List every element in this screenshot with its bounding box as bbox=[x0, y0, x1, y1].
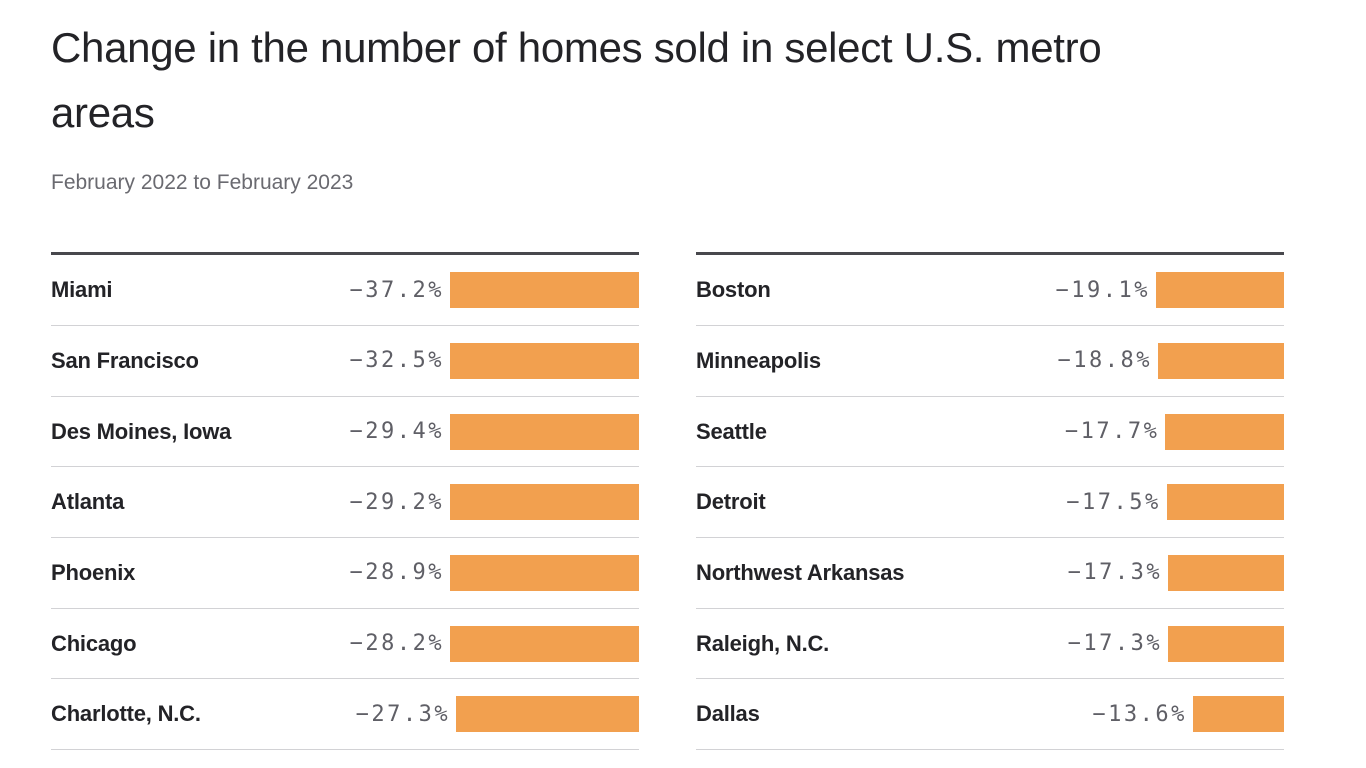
table-row: Boston −19.1% bbox=[696, 255, 1284, 327]
city-label: San Francisco bbox=[51, 347, 199, 373]
value-and-bar: −17.5% bbox=[1066, 484, 1284, 521]
bar bbox=[1156, 272, 1284, 309]
table-row: Seattle −17.7% bbox=[696, 397, 1284, 468]
city-label: Boston bbox=[696, 277, 771, 303]
city-label: Atlanta bbox=[51, 489, 125, 515]
city-label: Charlotte, N.C. bbox=[51, 701, 201, 727]
chart-title: Change in the number of homes sold in se… bbox=[51, 24, 1102, 136]
city-label: Seattle bbox=[696, 418, 767, 444]
value-label: −17.3% bbox=[1067, 631, 1163, 657]
value-and-bar: −37.2% bbox=[349, 272, 639, 309]
bar bbox=[1158, 342, 1284, 379]
table-row: Detroit −17.5% bbox=[696, 467, 1284, 539]
bar bbox=[1165, 413, 1284, 450]
value-label: −28.9% bbox=[349, 560, 444, 586]
value-label: −17.5% bbox=[1066, 489, 1161, 515]
value-and-bar: −17.3% bbox=[1067, 554, 1284, 591]
value-and-bar: −17.7% bbox=[1064, 413, 1284, 450]
value-and-bar: −29.4% bbox=[349, 413, 639, 450]
bar bbox=[1168, 554, 1284, 591]
value-and-bar: −18.8% bbox=[1057, 342, 1284, 379]
table-row: Raleigh, N.C. −17.3% bbox=[696, 609, 1284, 680]
city-label: Miami bbox=[51, 277, 113, 303]
value-label: −19.1% bbox=[1055, 277, 1150, 303]
value-label: −13.6% bbox=[1092, 701, 1187, 727]
city-label: Raleigh, N.C. bbox=[696, 630, 830, 656]
table-row: Northwest Arkansas −17.3% bbox=[696, 538, 1284, 609]
value-label: −32.5% bbox=[349, 348, 444, 374]
value-label: −17.3% bbox=[1067, 560, 1163, 586]
bar bbox=[1168, 625, 1284, 662]
bar bbox=[1166, 484, 1284, 521]
value-label: −18.8% bbox=[1057, 348, 1152, 374]
value-label: −17.7% bbox=[1064, 419, 1160, 445]
table-row: Minneapolis −18.8% bbox=[696, 326, 1284, 397]
city-label: Minneapolis bbox=[696, 347, 821, 373]
bar bbox=[450, 342, 639, 379]
table-row: Dallas −13.6% bbox=[696, 679, 1284, 751]
value-and-bar: −32.5% bbox=[349, 342, 639, 379]
value-and-bar: −29.2% bbox=[349, 484, 639, 521]
bar bbox=[456, 696, 639, 733]
bar bbox=[450, 625, 639, 662]
bar bbox=[450, 272, 639, 309]
value-label: −27.3% bbox=[355, 701, 451, 727]
city-label: Chicago bbox=[51, 630, 137, 656]
table-row: Miami −37.2% bbox=[51, 255, 639, 327]
city-label: Des Moines, Iowa bbox=[51, 418, 232, 444]
table-row: Des Moines, Iowa −29.4% bbox=[51, 397, 639, 468]
chart: Miami −37.2% San Francisco −32.5% Des Moines… bbox=[51, 252, 1284, 751]
value-and-bar: −28.2% bbox=[349, 625, 639, 662]
bar bbox=[450, 484, 639, 521]
value-and-bar: −13.6% bbox=[1092, 696, 1284, 733]
city-label: Northwest Arkansas bbox=[696, 559, 905, 585]
bar bbox=[450, 554, 639, 591]
value-label: −37.2% bbox=[349, 277, 444, 303]
city-label: Phoenix bbox=[51, 559, 136, 585]
bar bbox=[1192, 696, 1284, 733]
chart-subtitle: February 2022 to February 2023 bbox=[51, 171, 354, 195]
city-label: Dallas bbox=[696, 701, 760, 727]
chart-column-right: Boston −19.1% Minneapolis −18.8% Seattle −17.… bbox=[696, 252, 1284, 751]
value-label: −29.2% bbox=[349, 489, 444, 515]
table-row: Atlanta −29.2% bbox=[51, 467, 639, 539]
value-and-bar: −28.9% bbox=[349, 554, 639, 591]
value-and-bar: −27.3% bbox=[355, 696, 639, 733]
value-label: −29.4% bbox=[349, 419, 444, 445]
bar bbox=[450, 413, 639, 450]
city-label: Detroit bbox=[696, 489, 766, 515]
table-row: San Francisco −32.5% bbox=[51, 326, 639, 397]
table-row: Phoenix −28.9% bbox=[51, 538, 639, 609]
chart-column-left: Miami −37.2% San Francisco −32.5% Des Moines… bbox=[51, 252, 639, 751]
table-row: Charlotte, N.C. −27.3% bbox=[51, 679, 639, 751]
value-and-bar: −17.3% bbox=[1067, 625, 1284, 662]
table-row: Chicago −28.2% bbox=[51, 609, 639, 680]
value-label: −28.2% bbox=[349, 631, 445, 657]
value-and-bar: −19.1% bbox=[1055, 272, 1284, 309]
